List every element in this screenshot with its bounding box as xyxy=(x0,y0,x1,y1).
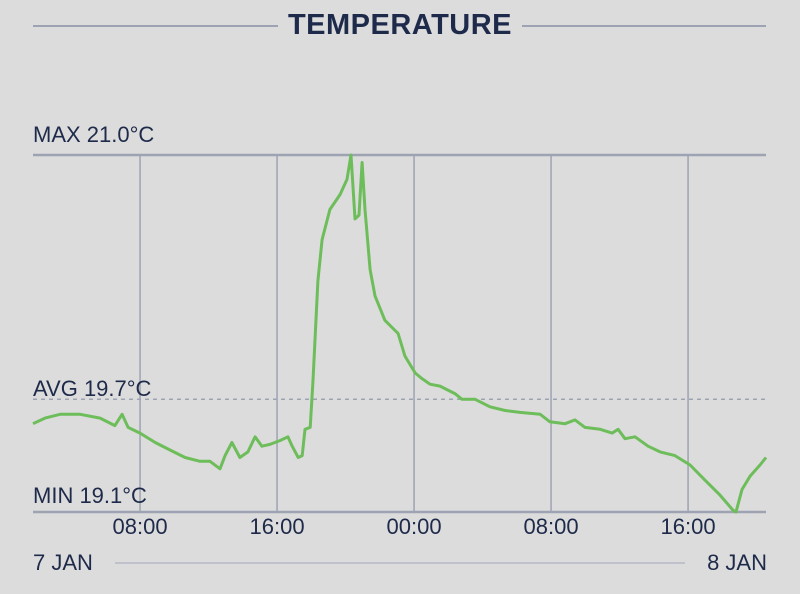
x-tick-label: 16:00 xyxy=(249,514,305,539)
chart-title: TEMPERATURE xyxy=(0,9,800,42)
avg-label: AVG 19.7°C xyxy=(33,376,152,401)
chart-title-text: TEMPERATURE xyxy=(277,9,523,41)
x-tick-label: 00:00 xyxy=(386,514,442,539)
start-date-label: 7 JAN xyxy=(33,550,93,575)
min-label: MIN 19.1°C xyxy=(33,483,147,508)
max-label: MAX 21.0°C xyxy=(33,122,155,147)
x-tick-label: 08:00 xyxy=(112,514,168,539)
temperature-line xyxy=(32,153,768,514)
end-date-label: 8 JAN xyxy=(707,550,767,575)
x-tick-label: 08:00 xyxy=(523,514,579,539)
x-tick-label: 16:00 xyxy=(660,514,716,539)
